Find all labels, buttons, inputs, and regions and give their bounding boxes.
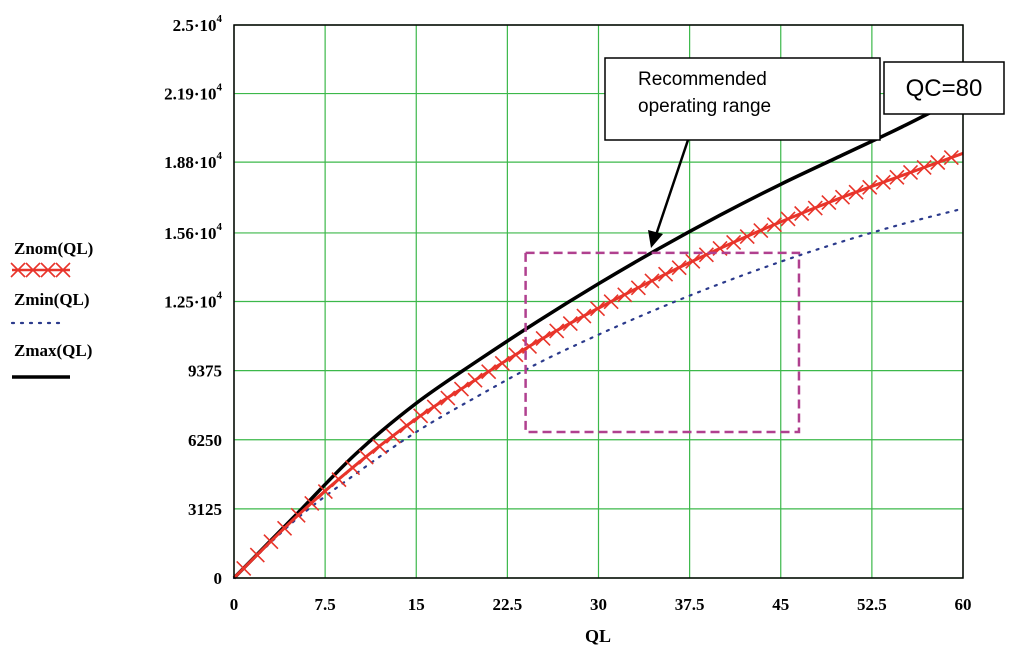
series-marker-znomql <box>562 315 578 332</box>
series-marker-znomql <box>290 507 306 523</box>
series-marker-znomql <box>753 223 769 239</box>
callout-arrowhead <box>648 230 663 248</box>
legend-label-znom: Znom(QL) <box>14 239 93 258</box>
legend-label-zmax: Zmax(QL) <box>14 341 92 360</box>
series-marker-znomql <box>263 534 279 550</box>
series-marker-znomql <box>943 149 959 166</box>
x-tick-label-3: 22.5 <box>493 595 523 614</box>
series-marker-znomql <box>780 211 796 227</box>
series-marker-znomql <box>630 280 646 296</box>
series-marker-znomql <box>426 399 442 415</box>
series-marker-znomql <box>535 330 551 346</box>
legend-swatch-znom <box>10 262 71 278</box>
series-marker-znomql <box>358 449 374 465</box>
series-marker-znomql <box>576 308 592 324</box>
series-marker-znomql <box>875 174 891 190</box>
series-marker-znomql <box>331 472 347 488</box>
series-marker-znomql <box>467 372 483 388</box>
series-marker-znomql <box>726 234 742 251</box>
series-marker-znomql <box>345 460 361 476</box>
series-marker-znomql <box>889 169 905 185</box>
series-marker-znomql <box>481 364 497 380</box>
y-tick-label-3: 9375 <box>188 362 222 381</box>
y-tick-label-4: 1.25·104 <box>164 290 222 312</box>
series-marker-znomql <box>453 381 470 397</box>
series-marker-znomql <box>698 247 714 263</box>
x-tick-label-5: 37.5 <box>675 595 705 614</box>
y-tick-label-6: 1.88·104 <box>164 150 222 172</box>
x-tick-label-6: 45 <box>772 595 789 614</box>
series-marker-znomql <box>862 179 878 195</box>
data-series <box>232 94 965 580</box>
series-marker-znomql <box>603 294 619 310</box>
series-marker-znomql <box>739 228 755 245</box>
axes <box>233 24 964 579</box>
series-marker-znomql <box>236 560 252 577</box>
callout-arrow <box>653 139 690 239</box>
series-marker-znomql <box>385 428 401 444</box>
x-tick-label-8: 60 <box>955 595 972 614</box>
qc-label-box: QC=80 <box>883 61 1005 115</box>
y-tick-label-2: 6250 <box>188 431 222 450</box>
x-tick-label-0: 0 <box>230 595 239 614</box>
series-marker-znomql <box>276 520 293 536</box>
series-marker-znomql <box>413 408 429 424</box>
operating-range-box <box>524 251 801 434</box>
series-marker-znomql <box>440 390 456 406</box>
series-marker-znomql <box>494 355 510 371</box>
x-axis-title: QL <box>585 626 611 646</box>
x-tick-label-7: 52.5 <box>857 595 887 614</box>
y-tick-label-1: 3125 <box>188 500 222 519</box>
x-tick-label-4: 30 <box>590 595 607 614</box>
series-marker-znomql <box>834 189 851 205</box>
series-line-zminql <box>232 207 965 580</box>
series-marker-znomql <box>671 260 687 276</box>
series-marker-znomql <box>304 495 320 511</box>
series-marker-znomql <box>848 184 864 200</box>
y-tick-label-0: 0 <box>214 569 223 588</box>
series-marker-znomql <box>930 154 946 171</box>
legend-label-zmin: Zmin(QL) <box>14 290 90 309</box>
x-tick-label-1: 7.5 <box>315 595 336 614</box>
series-marker-znomql <box>916 159 932 176</box>
x-tick-label-2: 15 <box>408 595 425 614</box>
series-marker-znomql <box>249 547 265 563</box>
series-marker-znomql <box>644 273 660 289</box>
series-marker-znomql <box>508 347 524 363</box>
callout-line-2: operating range <box>638 96 771 117</box>
qc-label: QC=80 <box>906 75 983 102</box>
y-tick-label-5: 1.56·104 <box>164 221 222 243</box>
series-marker-znomql <box>317 483 333 500</box>
series-line-zmaxql <box>232 94 964 580</box>
callout-line-1: Recommended <box>638 69 767 90</box>
plot-frame <box>233 24 964 579</box>
series-marker-znomql <box>372 439 388 455</box>
series-marker-znomql <box>617 287 633 303</box>
recommended-range-callout: Recommended operating range <box>604 57 881 141</box>
tick-labels: 0 7.5 15 22.5 30 37.5 45 52.5 60 0 3125 6250 9375 1.2… <box>164 13 971 614</box>
series-marker-znomql <box>589 301 606 317</box>
y-tick-label-7: 2.19·104 <box>164 82 222 104</box>
series-marker-znomql <box>549 323 565 339</box>
series-marker-znomql <box>794 205 810 222</box>
series-markers-znomql <box>236 149 959 577</box>
series-marker-znomql <box>807 200 823 216</box>
series-marker-znomql <box>766 217 782 233</box>
series-marker-znomql <box>685 253 701 269</box>
series-marker-znomql <box>821 195 837 211</box>
series-marker-znomql <box>658 266 674 282</box>
legend: Znom(QL) Zmin(QL) Zmax(QL) <box>10 239 93 379</box>
series-marker-znomql <box>399 418 415 434</box>
y-tick-label-8: 2.5·104 <box>173 13 223 35</box>
series-marker-znomql <box>902 164 919 180</box>
